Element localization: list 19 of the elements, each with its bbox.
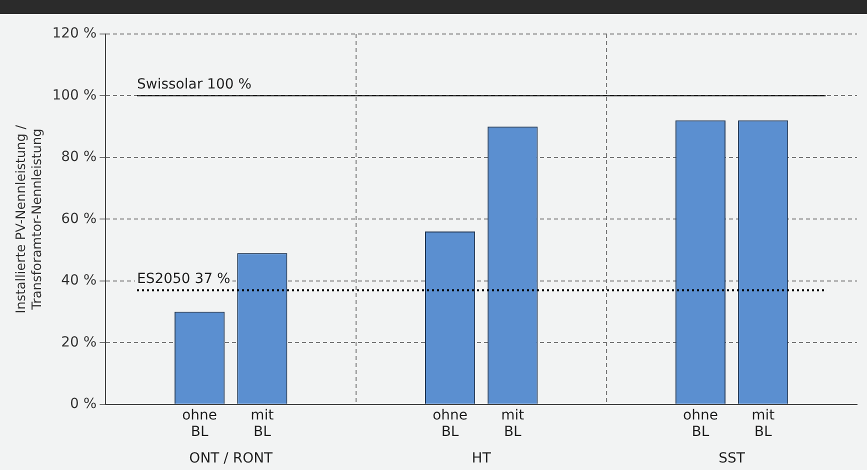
text: ONT / RONT [189, 450, 274, 467]
text: SST [718, 450, 746, 467]
y-axis-title: Installierte PV-Nennleistung / Transforamtor-Nennleistung [14, 124, 45, 314]
y-tick-label: 60 % [61, 210, 97, 227]
y-tick-label: 80 % [61, 149, 97, 166]
text: HT [472, 450, 492, 467]
x-tick-label: mit BL [501, 407, 525, 440]
y-tick-label: 20 % [61, 334, 97, 350]
x-tick-label: mit BL [250, 407, 274, 440]
y-tick-label: 0 % [70, 396, 97, 412]
x-tick-label: ohne BL [683, 407, 718, 440]
x-tick-label: mit BL [752, 407, 776, 440]
x-tick-label: ohne BL [182, 407, 218, 440]
ref-line-label: Swissolar 100 % [136, 76, 252, 92]
x-tick-label: ohne BL [432, 407, 468, 440]
y-tick-label: 120 % [52, 26, 97, 42]
y-tick-label: 40 % [61, 272, 97, 289]
y-tick-label: 100 % [52, 87, 97, 104]
ref-line-label: ES2050 37 % [136, 270, 230, 287]
